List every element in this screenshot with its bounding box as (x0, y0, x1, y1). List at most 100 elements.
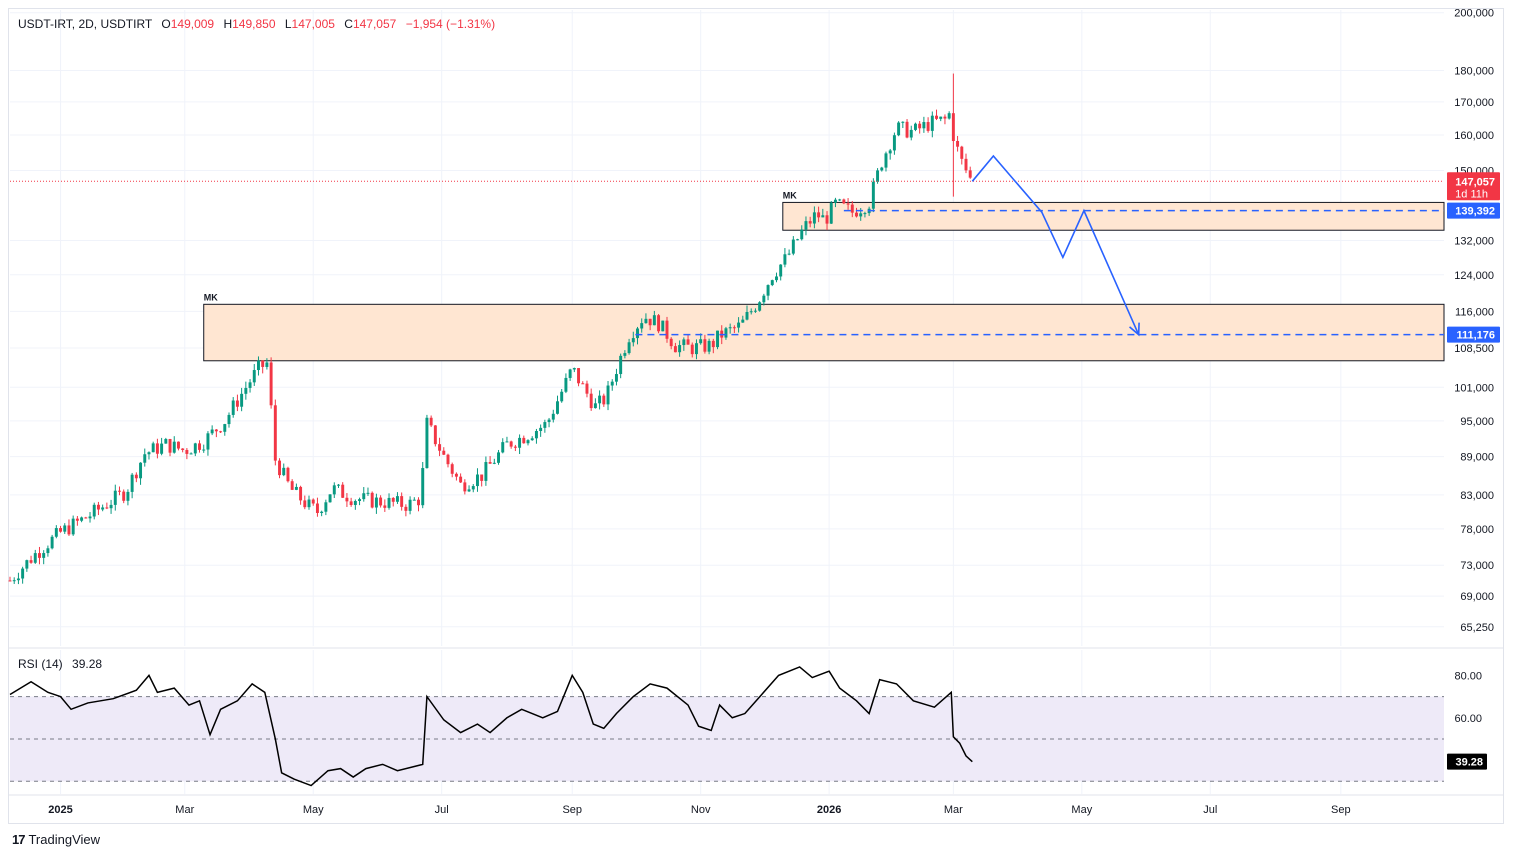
candle (694, 339, 698, 360)
candle (84, 516, 88, 519)
candle-body (581, 383, 585, 385)
candle-body (193, 443, 197, 454)
candle (433, 425, 437, 447)
rsi-label[interactable]: RSI (14) (18, 657, 63, 671)
candle (261, 360, 265, 374)
candle-body (315, 503, 319, 513)
candle-body (370, 492, 374, 508)
time-tick-label: Jul (1203, 804, 1217, 816)
candle (164, 437, 168, 444)
candle (749, 308, 753, 315)
rsi-value-badge (1447, 753, 1487, 770)
candle-body (46, 548, 50, 554)
candle-body (471, 486, 475, 490)
candle-body (172, 441, 176, 453)
candle-body (787, 253, 791, 255)
candle-body (871, 181, 875, 209)
symbol-title[interactable]: USDT-IRT, 2D, USDTIRT (18, 17, 153, 31)
rsi-legend: RSI (14) 39.28 (18, 657, 102, 671)
candle-body (80, 517, 84, 521)
candle-body (383, 505, 387, 508)
candle-body (33, 553, 37, 563)
candle (707, 338, 711, 355)
candle (341, 482, 345, 498)
countdown-label: 1d 11h (1455, 188, 1488, 200)
candle (118, 486, 121, 496)
candle (732, 325, 736, 333)
candle (231, 397, 235, 418)
candle (956, 135, 960, 152)
candle (315, 497, 319, 517)
candle (905, 119, 909, 139)
candle-body (189, 453, 193, 455)
candle-body (408, 499, 412, 511)
price-tick-label: 65,250 (1460, 622, 1494, 634)
candle (770, 279, 774, 287)
candle-body (665, 320, 669, 339)
tradingview-brand[interactable]: 17 TradingView (12, 832, 100, 847)
candle (585, 380, 589, 398)
candle (198, 440, 201, 453)
candle-body (261, 360, 265, 367)
candle (644, 313, 648, 324)
candle (534, 428, 538, 444)
candle (324, 499, 328, 516)
candle (951, 73, 955, 197)
candle (791, 236, 795, 256)
candle-body (753, 310, 757, 312)
candle (286, 466, 290, 483)
candle (501, 438, 505, 454)
candle-body (248, 382, 252, 388)
candle-body (417, 499, 420, 506)
candle-body (728, 327, 732, 329)
candle-body (324, 502, 328, 512)
time-tick-label: 2026 (817, 804, 841, 816)
candle-body (610, 381, 614, 386)
candle (366, 487, 370, 496)
candle-body (892, 135, 896, 151)
time-tick-label: May (303, 804, 324, 816)
candle-body (400, 496, 404, 507)
high-value: 149,850 (232, 17, 276, 31)
candle (417, 497, 420, 512)
candle (796, 238, 800, 241)
candle (147, 451, 151, 460)
candle (530, 436, 534, 441)
candle (833, 197, 837, 208)
candle-body (442, 450, 446, 455)
candle-body (808, 221, 812, 224)
candle (442, 447, 446, 456)
candle (623, 350, 627, 359)
candle-body (943, 116, 947, 119)
candle-body (636, 328, 639, 339)
price-axis: 200,000180,000170,000160,000150,000132,0… (1447, 8, 1500, 634)
candle (8, 576, 12, 582)
candle-body (88, 516, 92, 519)
candle-body (118, 490, 121, 492)
candle (960, 145, 964, 165)
candle-body (964, 158, 968, 171)
candle (206, 431, 210, 456)
candle-body (160, 443, 164, 454)
candle (838, 198, 842, 202)
candle-body (770, 280, 774, 286)
candle-body (75, 518, 79, 521)
candle-body (59, 528, 63, 532)
grid (10, 10, 1444, 794)
candle-body (880, 167, 884, 171)
candle (160, 437, 164, 456)
candle-body (661, 320, 665, 332)
candle-body (501, 442, 505, 453)
candle (189, 452, 193, 455)
candle-body (252, 370, 256, 383)
candle (395, 492, 399, 504)
candle (741, 315, 745, 323)
candle (871, 178, 875, 213)
candle-body (619, 355, 623, 375)
candle (850, 201, 854, 218)
candle-body (67, 525, 71, 535)
open-label: O (161, 17, 171, 31)
candle-body (101, 507, 105, 510)
candle (248, 379, 252, 393)
